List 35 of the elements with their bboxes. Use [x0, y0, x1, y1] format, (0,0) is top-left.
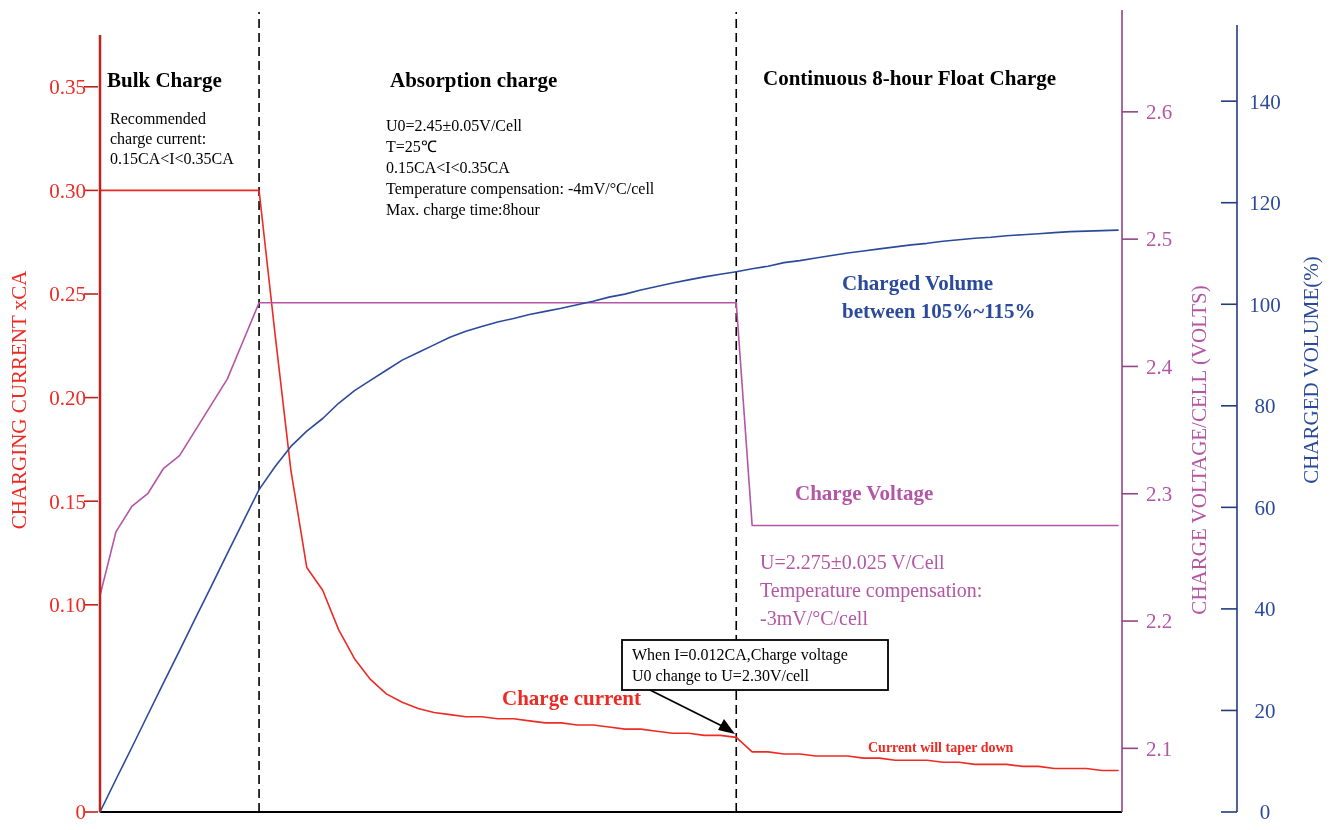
y-tick-label: 0.30 [49, 178, 86, 203]
y3-tick-label: 60 [1254, 495, 1276, 520]
y3-axis-title: CHARGED VOLUME(%) [1299, 256, 1323, 484]
y2-tick-label: 2.4 [1146, 354, 1173, 379]
y2-tick-label: 2.3 [1146, 482, 1173, 507]
y2-tick-label: 2.6 [1146, 100, 1173, 125]
y2-tick-label: 2.1 [1146, 736, 1173, 761]
y-tick-label: 0.25 [49, 282, 86, 307]
annotation: Recommended charge current: 0.15CA<I<0.35CA [110, 110, 235, 167]
y3-tick-label: 80 [1254, 394, 1276, 419]
annotation: Bulk Charge [107, 68, 222, 92]
y3-tick-label: 0 [1259, 800, 1271, 825]
annotation: When I=0.012CA,Charge voltage U0 change to U=2.30V/cell [632, 646, 848, 685]
annotation: Current will taper down [868, 740, 1014, 755]
y3-tick-label: 20 [1254, 698, 1276, 723]
y-tick-label: 0 [75, 800, 86, 825]
y-tick-label: 0.35 [49, 75, 86, 100]
series-label: Charged Volume between 105%~115% [842, 271, 1036, 323]
annotation: Absorption charge [390, 68, 558, 92]
y2-tick-label: 2.2 [1146, 609, 1173, 634]
y-tick-label: 0.10 [49, 593, 86, 618]
y-axis-title: CHARGING CURRENT xCA [7, 269, 31, 530]
y2-axis-title: CHARGE VOLTAGE/CELL (VOLTS) [1187, 285, 1211, 615]
annotation: Continuous 8-hour Float Charge [763, 66, 1057, 90]
annotation: U0=2.45±0.05V/Cell T=25℃ 0.15CA<I<0.35CA Temperature compensation: -4mV/°C/cell Max. charge time:8hour [386, 117, 655, 219]
y-tick-label: 0.15 [49, 489, 86, 514]
series-label: Charge Voltage [795, 481, 934, 505]
y2-tick-label: 2.5 [1146, 227, 1173, 252]
series-label: Charge current [502, 686, 641, 710]
y3-tick-label: 40 [1254, 597, 1276, 622]
y-tick-label: 0.20 [49, 385, 86, 410]
annotation: U=2.275±0.025 V/Cell Temperature compensation: -3mV/°C/cell [760, 551, 983, 629]
y3-tick-label: 120 [1249, 191, 1281, 216]
y3-tick-label: 100 [1249, 292, 1281, 317]
y3-tick-label: 140 [1249, 89, 1281, 114]
